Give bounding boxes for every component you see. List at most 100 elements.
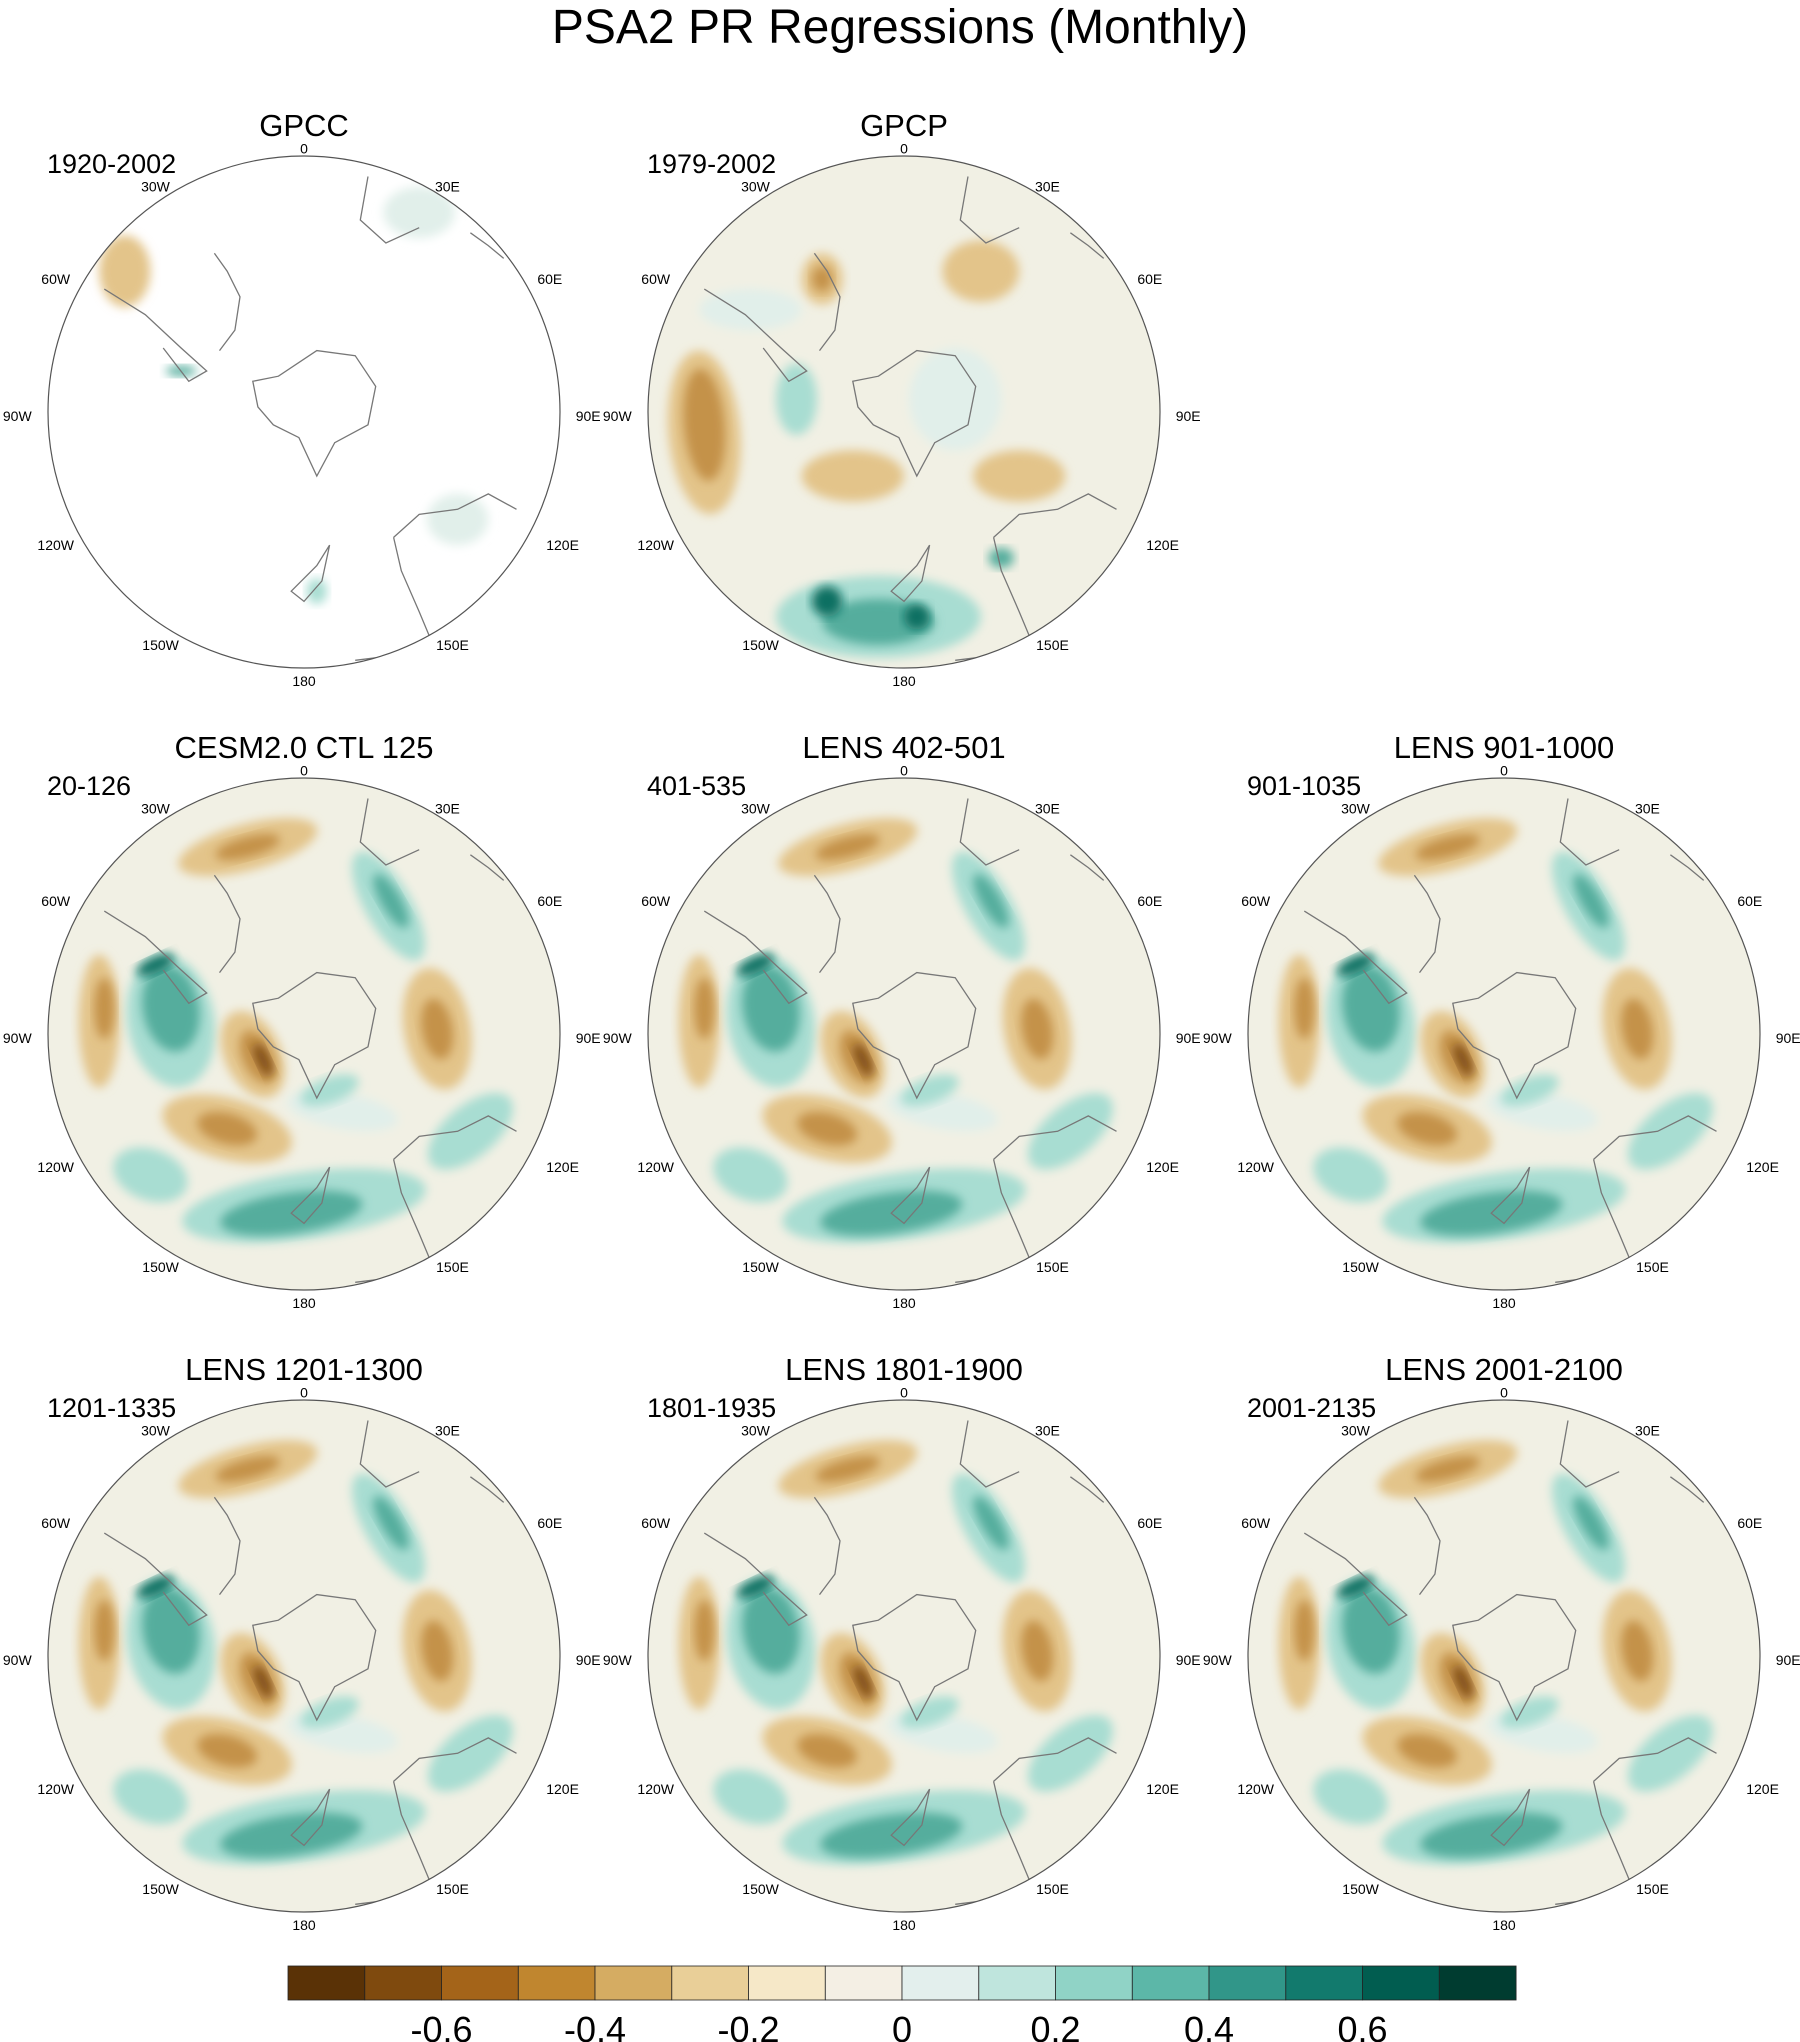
longitude-label: 60E — [1137, 271, 1162, 287]
longitude-label: 90E — [576, 408, 601, 424]
anomaly-blob — [94, 977, 115, 1040]
coastline — [359, 798, 420, 866]
longitude-label: 60W — [641, 893, 671, 909]
longitude-label: 60W — [41, 271, 71, 287]
longitude-label: 60E — [537, 893, 562, 909]
colorbar-swatch — [748, 1965, 826, 2001]
longitude-label: 90W — [3, 1030, 33, 1046]
coastline — [1413, 874, 1441, 973]
longitude-label: 90W — [1203, 1030, 1233, 1046]
coastline — [290, 1788, 331, 1847]
longitude-label: 150W — [142, 1259, 179, 1275]
coastline — [103, 1532, 208, 1627]
anomaly-blob — [426, 493, 489, 546]
longitude-label: 180 — [892, 673, 916, 689]
anomaly-blob — [1342, 965, 1400, 1052]
anomaly-blob — [1294, 1599, 1315, 1662]
longitude-label: 120E — [1746, 1781, 1779, 1797]
longitude-label: 150W — [1342, 1881, 1379, 1897]
coastline — [392, 1159, 433, 1265]
anomaly-blob — [801, 450, 904, 502]
anomaly-blob — [988, 547, 1015, 569]
colorbar-tick-label: 0.4 — [1184, 2009, 1234, 2042]
anomaly-blob — [215, 1456, 280, 1483]
longitude-label: 90W — [3, 1652, 33, 1668]
coastline — [1303, 910, 1408, 1005]
anomaly-blob — [904, 604, 930, 630]
panel-title: CESM2.0 CTL 125 — [174, 730, 433, 765]
longitude-label: 150W — [742, 637, 779, 653]
longitude-label: 180 — [1492, 1917, 1516, 1933]
anomaly-blob — [973, 1495, 1009, 1550]
anomaly-blob — [1415, 834, 1480, 861]
longitude-label: 150E — [436, 637, 469, 653]
longitude-label: 120E — [546, 537, 579, 553]
colorbar-swatch — [824, 1965, 903, 2001]
figure-title: PSA2 PR Regressions (Monthly) — [551, 1, 1249, 54]
anomaly-blob — [1336, 953, 1375, 977]
coastline — [703, 288, 808, 383]
longitude-label: 30E — [435, 1423, 460, 1439]
panel-title: LENS 2001-2100 — [1385, 1352, 1623, 1387]
coastline — [852, 1593, 977, 1722]
coastline — [252, 1593, 377, 1722]
longitude-label: 60W — [41, 893, 71, 909]
map-border — [647, 777, 1161, 1291]
anomaly-field — [99, 176, 517, 661]
colorbar-swatch — [1362, 1965, 1440, 2001]
map-panel: GPCP 1979-2002 0 30E 60E 90E 120E 150E 180 150W 12… — [603, 108, 1201, 689]
colorbar-tick-label: -0.2 — [717, 2009, 779, 2042]
anomaly-blob — [1336, 1575, 1375, 1599]
longitude-label: 120W — [37, 1781, 74, 1797]
anomaly-blob — [853, 1043, 873, 1077]
longitude-label: 120W — [37, 537, 74, 553]
map-border — [47, 777, 561, 1291]
anomaly-blob — [742, 1587, 800, 1674]
coastline — [393, 1737, 517, 1782]
panel-period: 1979-2002 — [647, 149, 776, 179]
coastline — [470, 232, 505, 259]
anomaly-blob — [853, 1665, 873, 1699]
anomaly-blob — [197, 1733, 258, 1768]
anomaly-blob — [900, 1696, 959, 1729]
anomaly-blob — [694, 977, 715, 1040]
anomaly-blob — [1573, 873, 1609, 928]
anomaly-blob — [973, 450, 1066, 502]
coastline — [993, 1737, 1117, 1782]
longitude-label: 60E — [1137, 893, 1162, 909]
longitude-label: 90W — [603, 408, 633, 424]
map-panel: LENS 1201-1300 1201-1335 0 30E 60E 90E 120E 150… — [3, 1352, 601, 1933]
anomaly-blob — [736, 1575, 775, 1599]
map-disk — [648, 156, 1160, 668]
anomaly-field — [1278, 798, 1717, 1283]
longitude-label: 60E — [1737, 1515, 1762, 1531]
colorbar-swatch — [1438, 1965, 1517, 2001]
coastline — [1559, 798, 1620, 866]
anomaly-blob — [742, 965, 800, 1052]
longitude-label: 30W — [741, 801, 771, 817]
coastline — [1413, 1496, 1441, 1595]
longitude-label: 90E — [576, 1030, 601, 1046]
anomaly-blob — [811, 586, 843, 617]
coastline — [993, 493, 1117, 538]
longitude-label: 120E — [546, 1159, 579, 1175]
colorbar-swatch — [364, 1965, 442, 2001]
anomaly-blob — [253, 1043, 273, 1077]
colorbar-swatch — [671, 1965, 749, 2001]
anomaly-blob — [94, 1599, 115, 1662]
coastline — [392, 537, 433, 643]
anomaly-blob — [1027, 1714, 1113, 1792]
anomaly-blob — [815, 834, 880, 861]
longitude-label: 90E — [1176, 1652, 1201, 1668]
panel-title: LENS 402-501 — [802, 730, 1005, 765]
longitude-label: 90W — [603, 1652, 633, 1668]
longitude-label: 150E — [1036, 1881, 1069, 1897]
panel-period: 1201-1335 — [47, 1393, 176, 1423]
anomaly-blob — [1621, 1620, 1654, 1682]
coastline — [959, 798, 1020, 866]
map-panel: CESM2.0 CTL 125 20-126 0 30E 60E 90E 120E 150E 1… — [3, 730, 601, 1311]
anomaly-blob — [113, 1147, 188, 1203]
longitude-label: 150E — [436, 1881, 469, 1897]
anomaly-blob — [136, 1575, 175, 1599]
coastline — [993, 1115, 1117, 1160]
